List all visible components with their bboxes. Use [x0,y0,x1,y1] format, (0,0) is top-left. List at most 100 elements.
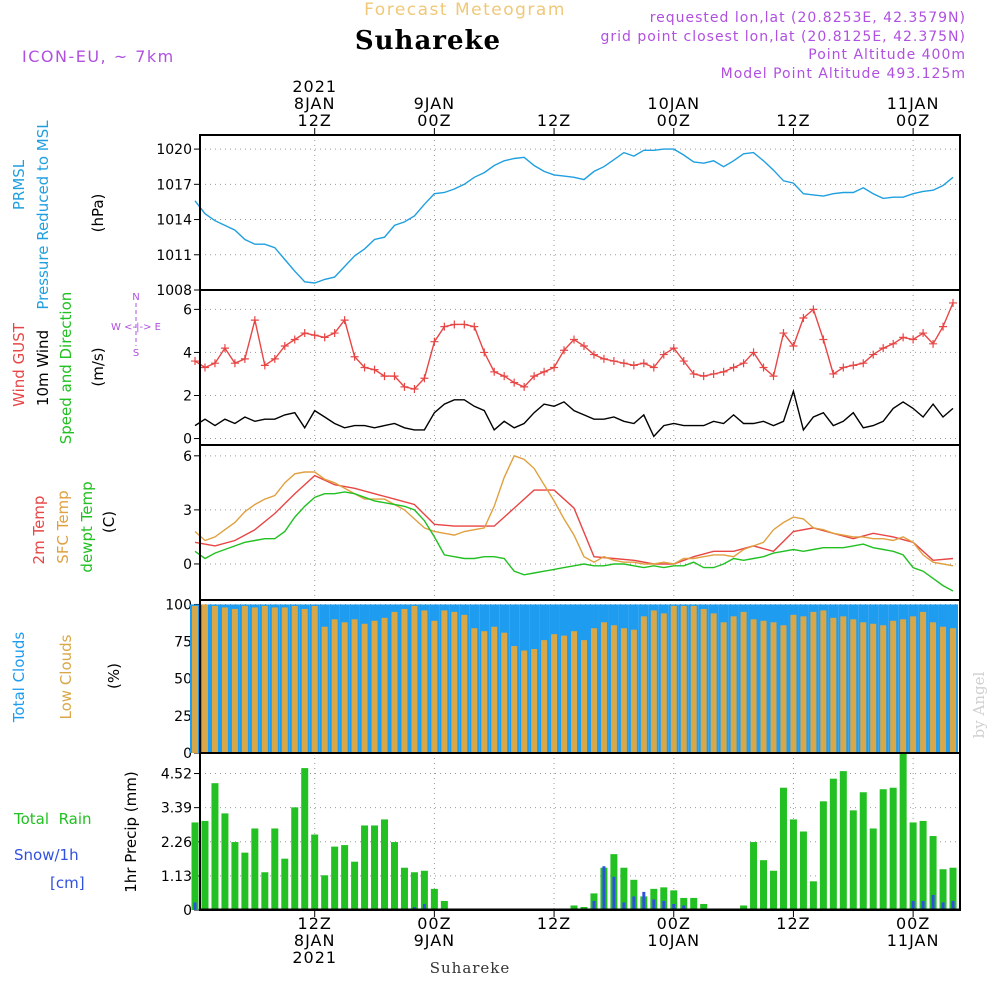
gust-marker [210,359,219,368]
gust-marker [570,335,579,344]
low-cloud-bar [640,616,647,753]
low-cloud-bar [600,622,607,753]
series-line-sfc-temp [194,454,954,567]
low-cloud-bar [371,620,378,753]
gust-marker [450,320,459,329]
low-cloud-bar [630,629,637,753]
rain-bar [371,825,379,910]
gust-marker [250,316,259,325]
time-axis-top-label: 2021 [292,77,337,96]
low-cloud-bar [860,622,867,753]
low-cloud-bar [571,631,578,753]
gust-marker [949,298,958,307]
rain-bar [251,828,259,910]
panel-frame [199,134,961,291]
low-cloud-bar [471,628,478,753]
gust-marker [560,346,569,355]
panel-precip: 0 1.13 2.26 3.39 4.52 [161,752,961,919]
snow-bar [652,899,656,910]
pressure-label-prmsl: PRMSL [10,159,28,210]
rain-bar [680,897,688,910]
temp-dew-label: dewpt Temp [78,481,96,572]
time-axis-top-label: 10JAN [647,94,700,113]
time-axis-bottom-label: 9JAN [414,931,456,950]
gust-marker [320,333,329,342]
header-grid-point: grid point closest lon,lat (20.8125E, 42… [600,29,966,45]
y-tick-label: 50 [174,672,192,688]
snow-bar [672,903,676,910]
header-model: ICON-EU, ~ 7km [22,47,175,66]
low-cloud-bar [590,628,597,753]
low-cloud-bar [381,617,388,753]
y-tick-label: 1.13 [161,869,192,885]
low-cloud-bar [192,605,199,753]
gust-marker [759,363,768,372]
gust-marker [649,363,658,372]
time-axis-bottom-label: 2021 [292,948,337,967]
rain-bar [809,881,817,910]
low-cloud-bar [940,626,947,753]
gust-marker [779,329,788,338]
time-axis-top-label: 11JAN [887,94,940,113]
gust-marker [390,372,399,381]
low-cloud-bar [840,616,847,753]
low-cloud-bar [810,611,817,753]
low-cloud-bar [740,611,747,753]
snow-bar [193,902,197,910]
clouds-unit: (%) [105,663,123,689]
gust-marker [550,363,559,372]
clouds-low-label: Low Clouds [57,634,75,719]
rain-bar [630,879,638,910]
rain-bar [311,834,319,910]
low-cloud-bar [331,619,338,753]
rain-bar [430,888,438,910]
rain-bar [440,900,448,910]
gust-marker [889,339,898,348]
rain-bar [261,872,269,910]
low-cloud-bar [441,610,448,753]
low-cloud-bar [361,623,368,753]
snow-bar [412,906,416,910]
y-tick-label: 100 [165,597,192,613]
rain-bar [690,897,698,910]
gust-marker [919,329,928,338]
low-cloud-bar [870,623,877,753]
gust-marker [659,350,668,359]
clouds-panel-labels: Total Clouds Low Clouds (%) [10,632,123,724]
gust-marker [280,341,289,350]
rain-bar [779,787,787,910]
gust-marker [869,350,878,359]
y-tick-label: 6 [183,302,192,318]
low-cloud-bar [890,620,897,753]
time-axis-bottom-label: 00Z [657,914,691,933]
low-cloud-bar [690,605,697,753]
gust-marker [769,372,778,381]
wind-panel-labels: Wind GUST 10m Wind Speed and Direction (… [10,292,161,445]
low-cloud-bar [820,610,827,753]
low-cloud-bar [660,613,667,753]
gust-marker [191,357,200,366]
rain-bar [221,813,229,910]
gust-marker [639,359,648,368]
rain-bar [839,771,847,910]
snow-bar [602,866,606,910]
gust-marker [220,344,229,353]
y-tick-label: 2 [183,388,192,404]
low-cloud-bar [301,608,308,753]
header-location: Suhareke [355,26,501,56]
temp-panel-labels: 2m Temp SFC Temp dewpt Temp (C) [30,481,118,572]
wind-unit: (m/s) [89,347,107,386]
time-axis-bottom-label: 11JAN [887,931,940,950]
snow-bar [931,894,935,910]
wind-gust-label: Wind GUST [10,322,28,407]
gust-marker [490,367,499,376]
y-tick-label: 4 [183,345,192,361]
rain-bar [201,820,209,910]
wind-10m-label: 10m Wind [34,330,52,406]
gust-marker [520,382,529,391]
series-line-10m-wind [194,388,954,438]
low-cloud-bar [311,605,318,753]
rain-bar [191,822,199,910]
low-cloud-bar [231,608,238,753]
